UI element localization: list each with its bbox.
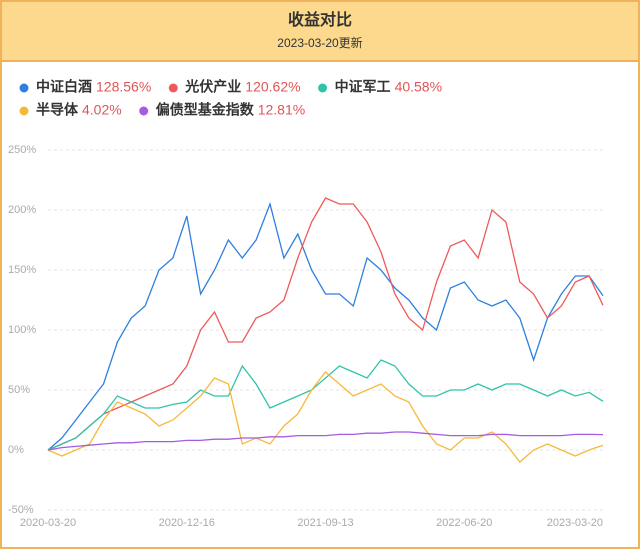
y-tick-label: 0%: [8, 444, 24, 456]
y-tick-label: 100%: [8, 324, 36, 336]
series-line: [47, 201, 604, 451]
series-line: [47, 431, 604, 451]
legend-marker: [168, 83, 178, 93]
legend-value: 120.62%: [245, 79, 300, 95]
series-line: [47, 197, 604, 451]
legend-value: 4.02%: [82, 102, 122, 118]
legend-marker: [19, 106, 29, 116]
y-tick-label: -50%: [8, 504, 34, 516]
x-tick-label: 2020-12-16: [159, 517, 215, 529]
legend-marker: [318, 83, 328, 93]
legend-label: 中证白酒: [36, 79, 92, 95]
y-tick-label: 50%: [8, 384, 30, 396]
y-tick-label: 200%: [8, 204, 36, 216]
x-tick-label: 2022-06-20: [436, 517, 492, 529]
legend-value: 12.81%: [258, 102, 305, 118]
y-tick-label: 250%: [8, 144, 36, 156]
chart-title: 收益对比: [288, 10, 352, 29]
legend-marker: [19, 83, 29, 93]
header: [0, 0, 640, 62]
legend-label: 偏债型基金指数: [156, 102, 255, 118]
y-tick-label: 150%: [8, 264, 36, 276]
series-line: [47, 371, 604, 463]
legend-marker: [139, 106, 149, 116]
series-line: [47, 359, 604, 451]
legend-value: 40.58%: [395, 79, 442, 95]
x-tick-label: 2021-09-13: [297, 517, 353, 529]
x-tick-label: 2023-03-20: [547, 517, 603, 529]
legend-label: 中证军工: [335, 79, 391, 95]
chart-subtitle: 2023-03-20更新: [277, 35, 362, 50]
legend-label: 光伏产业: [184, 79, 241, 95]
x-tick-label: 2020-03-20: [20, 517, 76, 529]
legend-value: 128.56%: [96, 79, 151, 95]
legend-label: 半导体: [36, 102, 79, 118]
